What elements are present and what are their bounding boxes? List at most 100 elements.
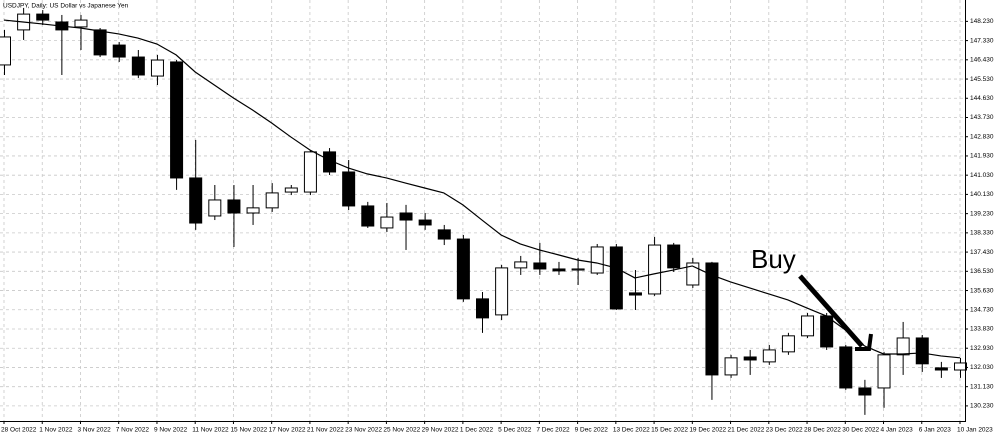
arrow-head [855,333,873,351]
x-tick-label: 29 Nov 2022 [422,427,459,434]
y-tick-label: 141.030 [970,172,994,179]
y-tick-label: 138.330 [970,230,994,237]
x-tick-label: 23 Nov 2022 [345,427,382,434]
candle-body [877,354,891,389]
x-tick-label: 15 Nov 2022 [230,427,267,434]
y-tick-label: 140.130 [970,191,994,198]
candle-body [437,229,451,240]
candle-body [648,244,662,295]
candle-body [227,199,241,214]
x-tick-label: 25 Nov 2022 [383,427,420,434]
candle-body [380,216,394,229]
x-tick-label: 28 Oct 2022 [1,427,37,434]
chart-title: USDJPY, Daily: US Dollar vs Japanese Yen [3,3,129,10]
candle-body [131,56,145,76]
x-tick-label: 4 Jan 2023 [881,427,914,434]
candle-body [456,238,470,300]
y-tick-label: 132.930 [970,345,994,352]
annotation: Buy [751,244,796,274]
y-tick-label: 147.330 [970,37,994,44]
candle-body [36,13,50,21]
candle-body [284,187,298,193]
y-tick-label: 146.430 [970,57,994,64]
x-tick-label: 13 Dec 2022 [613,427,650,434]
y-tick-label: 148.230 [970,18,994,25]
candle-body [246,207,260,214]
candle-body [533,262,547,270]
candle-body [495,267,509,316]
candle-body [303,151,317,193]
candle-body [801,315,815,337]
candle-body [896,337,910,356]
y-tick-label: 144.630 [970,95,994,102]
y-tick-label: 145.530 [970,76,994,83]
candle-body [112,44,126,58]
y-tick-label: 132.030 [970,364,994,371]
x-tick-label: 1 Dec 2022 [460,427,494,434]
y-tick-label: 130.230 [970,403,994,410]
candle-body [418,219,432,226]
x-tick-label: 3 Nov 2022 [77,427,111,434]
x-tick-label: 15 Dec 2022 [651,427,688,434]
x-tick-label: 30 Dec 2022 [842,427,879,434]
arrow [798,274,864,348]
marks [0,7,967,415]
candle-body [590,246,604,274]
x-tick-label: 9 Nov 2022 [154,427,188,434]
x-tick-label: 6 Jan 2023 [919,427,952,434]
candle-body [399,212,413,221]
y-tick-label: 143.730 [970,114,994,121]
candle-body [93,29,107,56]
x-tick-label: 7 Nov 2022 [116,427,150,434]
candle-body [571,268,585,271]
y-tick-label: 133.830 [970,326,994,333]
y-tick-label: 137.430 [970,249,994,256]
x-tick-label: 28 Dec 2022 [804,427,841,434]
y-tick-label: 139.230 [970,210,994,217]
candle-body [667,244,681,269]
y-tick-label: 142.830 [970,133,994,140]
x-tick-label: 11 Nov 2022 [192,427,229,434]
grid [0,0,965,421]
candle-body [323,151,337,173]
x-tick-label: 21 Nov 2022 [307,427,344,434]
candle-body [342,171,356,207]
candle-body [0,36,11,66]
candle-body [628,292,642,296]
candle-body [915,337,929,365]
candle-body [150,59,164,77]
candle-body [839,346,853,389]
candle-body [170,61,184,179]
candle-body [265,192,279,209]
y-tick-label: 134.730 [970,306,994,313]
candle-body [552,268,566,272]
candle-body [361,205,375,227]
x-tick-label: 21 Dec 2022 [728,427,765,434]
candle-body [705,262,719,376]
candle-body [724,357,738,376]
candle-body [609,246,623,310]
x-tick-label: 1 Nov 2022 [39,427,73,434]
candle-body [476,298,489,319]
candle-body [762,349,776,363]
candle-body [743,356,757,361]
y-tick-label: 135.630 [970,287,994,294]
candle-body [514,261,528,269]
candle-body [820,315,834,348]
x-tick-label: 7 Dec 2022 [536,427,570,434]
x-tick-label: 23 Dec 2022 [766,427,803,434]
x-tick-label: 9 Dec 2022 [575,427,609,434]
x-tick-label: 5 Dec 2022 [498,427,532,434]
candle-body [686,262,700,286]
y-tick-label: 131.130 [970,383,994,390]
candle-body [934,367,948,371]
y-tick-label: 141.930 [970,153,994,160]
candle-body [74,19,88,28]
candle-body [189,177,203,224]
candle-body [954,362,967,371]
moving-average [3,19,961,359]
x-tick-label: 19 Dec 2022 [689,427,726,434]
x-tick-label: 10 Jan 2023 [957,427,993,434]
